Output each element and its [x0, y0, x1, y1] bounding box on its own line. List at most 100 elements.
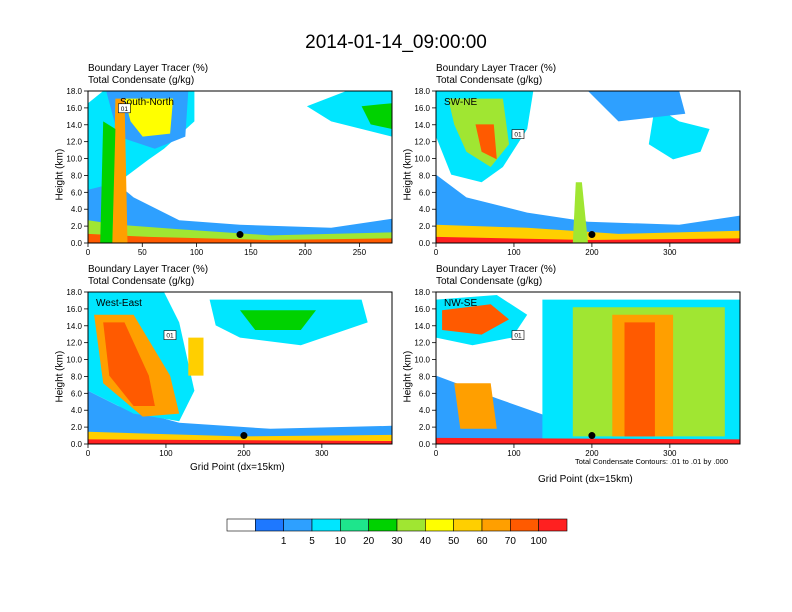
y-tick-label: 4.0	[71, 406, 83, 415]
location-marker	[240, 432, 248, 440]
colorbar-swatch	[396, 518, 426, 532]
y-tick-label: 12.0	[66, 339, 82, 348]
y-tick-label: 4.0	[419, 406, 431, 415]
y-tick-label: 14.0	[414, 322, 430, 331]
panel-2-label-line1: Boundary Layer Tracer (%)	[436, 63, 557, 74]
colorbar-swatch	[255, 518, 284, 532]
colorbar-label: 5	[309, 536, 315, 547]
panel-1-label-line1: Boundary Layer Tracer (%)	[88, 63, 209, 74]
colorbar-label: 100	[530, 536, 547, 547]
panel-3-label-line1: Boundary Layer Tracer (%)	[88, 264, 209, 275]
y-tick-label: 6.0	[419, 188, 431, 197]
contour-footnote: Total Condensate Contours: .01 to .01 by…	[575, 457, 729, 466]
tracer-field	[436, 292, 740, 444]
colorbar-label: 20	[363, 536, 375, 547]
panel-2-label-line2: Total Condensate (g/kg)	[436, 75, 543, 86]
x-tick-label: 100	[507, 248, 521, 257]
section-name: South-North	[120, 97, 174, 108]
y-tick-label: 16.0	[414, 104, 430, 113]
section-name: NW-SE	[444, 298, 477, 309]
panel-4-xlabel: Grid Point (dx=15km)	[538, 474, 633, 485]
y-tick-label: 10.0	[66, 155, 82, 164]
x-tick-label: 100	[159, 449, 173, 458]
colorbar-swatch	[283, 518, 313, 532]
colorbar-swatch	[481, 518, 511, 532]
y-tick-label: 0.0	[71, 239, 83, 248]
tracer-region	[88, 151, 392, 243]
tracer-region	[442, 304, 509, 335]
x-tick-label: 200	[585, 449, 599, 458]
y-tick-label: 12.0	[66, 138, 82, 147]
tracer-region	[436, 236, 740, 243]
tracer-region	[88, 439, 392, 444]
y-tick-label: 16.0	[414, 305, 430, 314]
x-tick-label: 250	[353, 248, 367, 257]
x-tick-label: 0	[86, 449, 91, 458]
tracer-region	[306, 91, 392, 137]
tracer-region	[572, 182, 588, 243]
x-tick-label: 150	[244, 248, 258, 257]
section-name: SW-NE	[444, 97, 477, 108]
tracer-region	[124, 98, 174, 137]
y-tick-label: 12.0	[414, 138, 430, 147]
y-tick-label: 18.0	[66, 87, 82, 96]
tracer-region	[361, 103, 392, 129]
y-tick-label: 8.0	[71, 171, 83, 180]
y-tick-label: 8.0	[419, 171, 431, 180]
panel-2-label: Boundary Layer Tracer (%) Total Condensa…	[436, 63, 556, 87]
colorbar-swatch	[340, 518, 369, 532]
y-tick-label: 18.0	[66, 288, 82, 297]
x-tick-label: 100	[507, 449, 521, 458]
x-tick-label: 300	[663, 449, 677, 458]
x-tick-label: 0	[86, 248, 91, 257]
x-tick-label: 300	[663, 248, 677, 257]
location-marker	[236, 231, 244, 239]
tracer-region	[240, 310, 316, 330]
panel-4-label: Boundary Layer Tracer (%) Total Condensa…	[436, 264, 556, 288]
y-tick-label: 4.0	[71, 205, 83, 214]
tracer-region	[648, 106, 710, 160]
tracer-field	[436, 91, 740, 243]
colorbar-label: 50	[448, 536, 460, 547]
panel-4-label-line1: Boundary Layer Tracer (%)	[436, 264, 557, 275]
tracer-region	[103, 322, 155, 406]
x-tick-label: 200	[585, 248, 599, 257]
y-tick-label: 0.0	[419, 440, 431, 449]
y-tick-label: 10.0	[414, 155, 430, 164]
y-tick-label: 16.0	[66, 104, 82, 113]
y-tick-label: 0.0	[71, 440, 83, 449]
y-tick-label: 16.0	[66, 305, 82, 314]
tracer-region	[436, 437, 740, 444]
section-name: West-East	[96, 298, 142, 309]
y-tick-label: 4.0	[419, 205, 431, 214]
colorbar-swatch	[425, 518, 454, 532]
y-tick-label: 14.0	[66, 121, 82, 130]
y-tick-label: 2.0	[71, 423, 83, 432]
tracer-region	[454, 383, 497, 429]
panel-4-chart: NW-SE 0.0 2.0 4.0 6.0 8.0 10.0 12.0 14.0 16.0 18.0…	[414, 288, 741, 458]
y-tick-label: 2.0	[419, 423, 431, 432]
contour-label-box	[511, 129, 525, 139]
panel-2-chart: SW-NE 0.0 2.0 4.0 6.0 8.0 10.0 12.0 14.0 16.0 18.0…	[414, 87, 741, 257]
plot-frame	[87, 291, 393, 445]
panel-3-label-line2: Total Condensate (g/kg)	[88, 276, 195, 287]
panel-3-chart: West-East 0.0 2.0 4.0 6.0 8.0 10.0 12.0 14.0 16.0…	[66, 288, 393, 458]
panel-1-label-line2: Total Condensate (g/kg)	[88, 75, 195, 86]
panel-4-label-line2: Total Condensate (g/kg)	[436, 276, 543, 287]
x-tick-label: 50	[138, 248, 147, 257]
colorbar-label: 10	[334, 536, 346, 547]
x-tick-label: 300	[315, 449, 329, 458]
tracer-region	[588, 91, 686, 122]
colorbar-swatch	[453, 518, 483, 532]
colorbar-swatch	[226, 518, 256, 532]
y-tick-label: 18.0	[414, 288, 430, 297]
panel-3-label: Boundary Layer Tracer (%) Total Condensa…	[88, 264, 208, 288]
colorbar	[226, 518, 568, 532]
x-tick-label: 100	[190, 248, 204, 257]
y-tick-label: 14.0	[414, 121, 430, 130]
colorbar-label: 30	[391, 536, 403, 547]
y-tick-label: 2.0	[419, 222, 431, 231]
plot-frame	[435, 90, 741, 244]
y-tick-label: 6.0	[71, 389, 83, 398]
y-tick-label: 6.0	[419, 389, 431, 398]
